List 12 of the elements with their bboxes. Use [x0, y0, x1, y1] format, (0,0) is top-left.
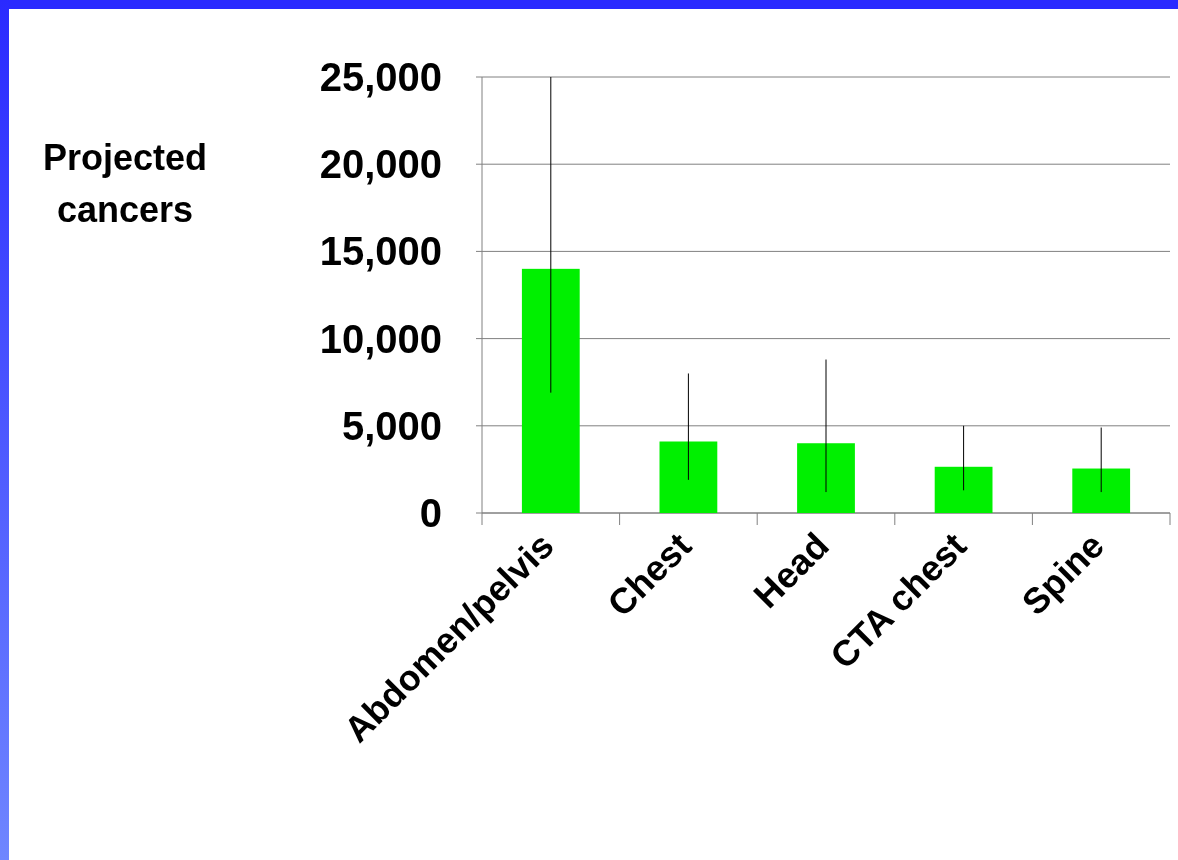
y-tick-label: 5,000	[341, 403, 442, 448]
y-tick-label: 10,000	[319, 316, 442, 361]
y-axis-title: Projected cancers	[42, 137, 208, 230]
bar	[797, 443, 855, 513]
y-tick-label: 25,000	[319, 55, 442, 99]
y-tick-label: 20,000	[319, 142, 442, 187]
y-tick-label: 15,000	[319, 229, 442, 274]
bar	[934, 466, 993, 513]
bar	[521, 268, 580, 513]
bar	[1072, 468, 1131, 513]
bar	[659, 441, 718, 513]
y-tick-label: 0	[419, 491, 442, 535]
